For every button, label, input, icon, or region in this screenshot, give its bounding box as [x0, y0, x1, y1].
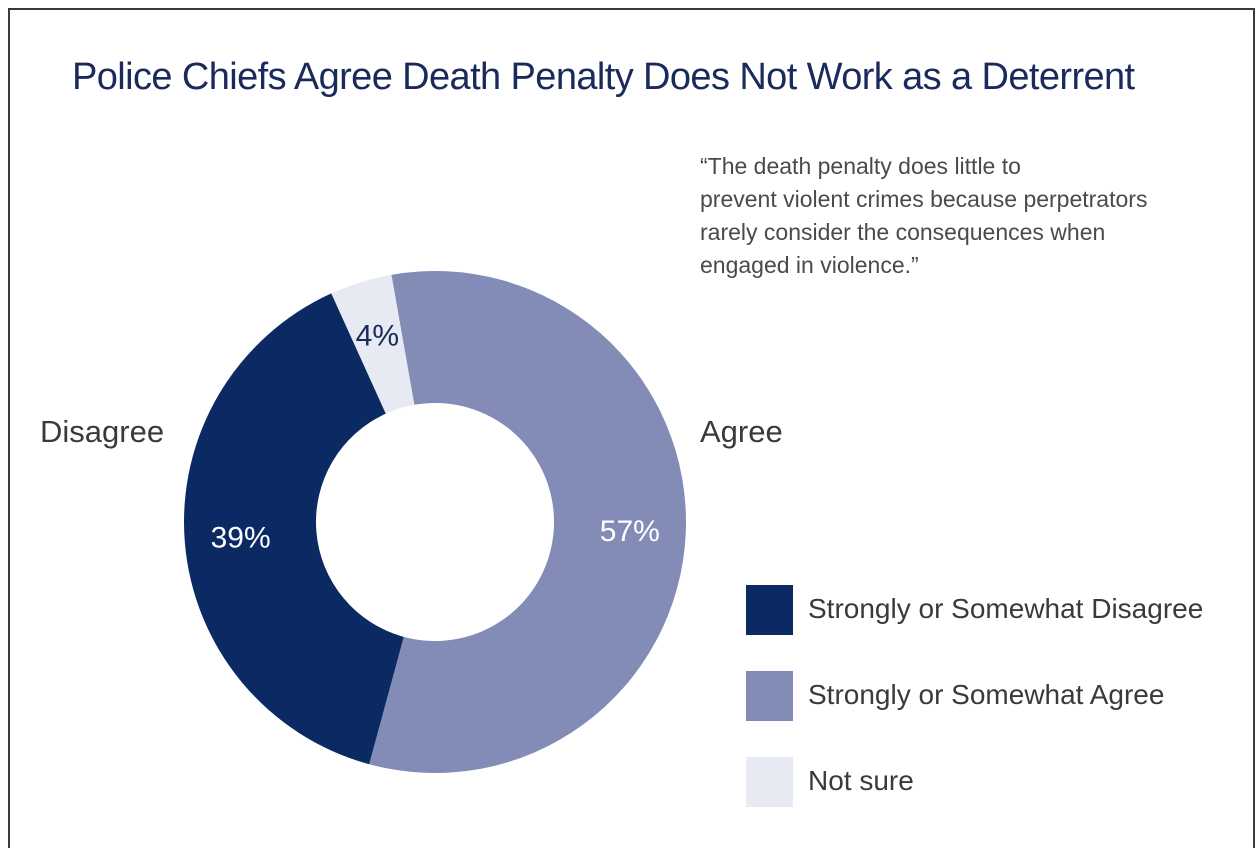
legend-label-agree: Strongly or Somewhat Agree: [808, 679, 1165, 710]
slice-label-disagree: 39%: [211, 522, 271, 555]
disagree-side-label: Disagree: [40, 414, 165, 449]
donut-slice-agree: [369, 271, 686, 773]
chart-title: Police Chiefs Agree Death Penalty Does N…: [72, 56, 1135, 98]
donut-slice-disagree: [184, 293, 404, 765]
donut-slice-not-sure: [331, 274, 415, 414]
legend-label-disagree: Strongly or Somewhat Disagree: [808, 593, 1204, 624]
agree-side-label: Agree: [700, 414, 783, 449]
legend-label-not-sure: Not sure: [808, 765, 914, 796]
slice-label-agree: 57%: [600, 515, 660, 548]
legend-swatch-disagree: [746, 585, 793, 635]
quote-text: “The death penalty does little to preven…: [700, 153, 1148, 278]
legend-swatch-not-sure: [746, 757, 793, 807]
slice-label-not-sure: 4%: [356, 320, 399, 353]
legend-swatch-agree: [746, 671, 793, 721]
